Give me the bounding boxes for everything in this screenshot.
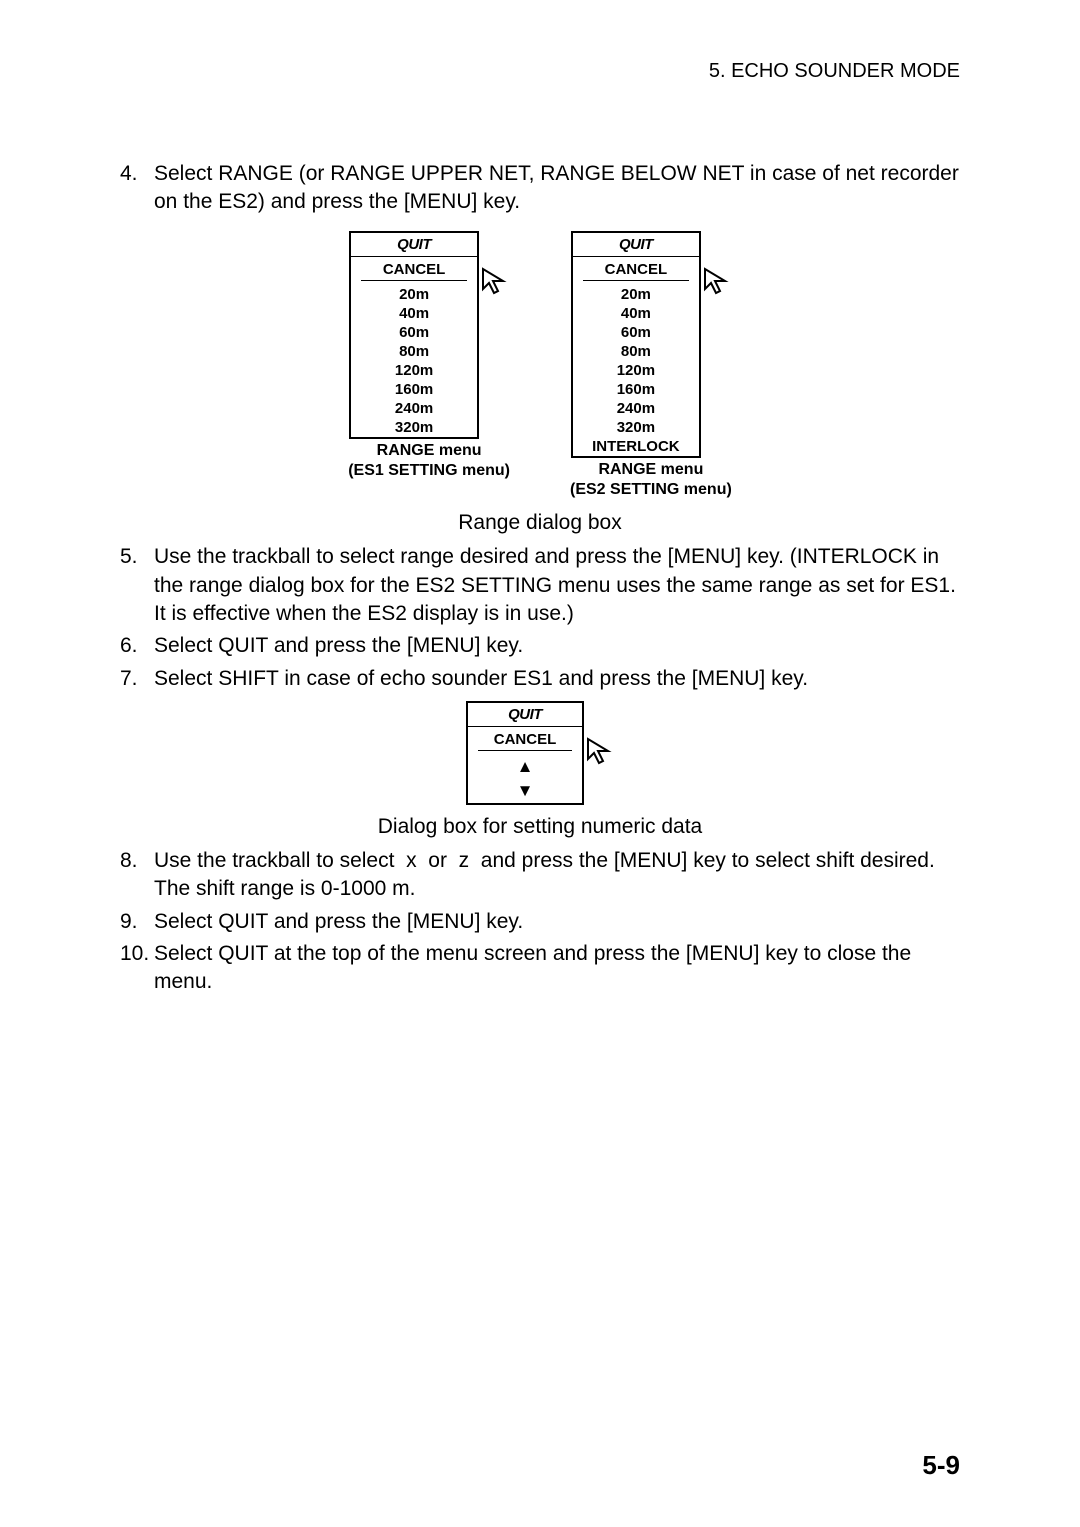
range-menu-es2-caption: RANGE menu (ES2 SETTING menu) — [570, 460, 732, 502]
step-number: 8. — [120, 847, 154, 904]
step-text: Select QUIT and press the [MENU] key. — [154, 908, 960, 936]
numeric-dialog-caption: Dialog box for setting numeric data — [120, 815, 960, 839]
menu-item: 20m — [351, 285, 477, 304]
range-menu-es1: QUIT CANCEL 20m 40m 60m 80m 120m 160m 24… — [349, 231, 479, 439]
range-dialog-caption: Range dialog box — [120, 511, 960, 535]
numeric-dialog-box: QUIT CANCEL ▲ ▼ — [466, 701, 584, 805]
menu-cancel: CANCEL — [573, 257, 699, 280]
section-header: 5. ECHO SOUNDER MODE — [709, 60, 960, 83]
cursor-icon — [586, 737, 614, 765]
menu-item: 160m — [573, 380, 699, 399]
menu-item: 160m — [351, 380, 477, 399]
step-5: 5. Use the trackball to select range des… — [120, 543, 960, 628]
down-arrow-icon: ▼ — [468, 779, 582, 803]
menu-quit: QUIT — [468, 703, 582, 727]
menu-quit: QUIT — [351, 233, 477, 257]
cursor-icon — [703, 267, 731, 295]
step-8: 8. Use the trackball to select x or z an… — [120, 847, 960, 904]
step-text: Use the trackball to select range desire… — [154, 543, 960, 628]
up-arrow-icon: ▲ — [468, 755, 582, 779]
menu-item: 240m — [573, 399, 699, 418]
menu-item: 120m — [351, 361, 477, 380]
step-10: 10. Select QUIT at the top of the menu s… — [120, 940, 960, 997]
menu-item: 60m — [573, 323, 699, 342]
menu-item: 120m — [573, 361, 699, 380]
caption-line: (ES1 SETTING menu) — [348, 461, 510, 482]
menu-item: 80m — [351, 342, 477, 361]
caption-line: RANGE menu — [570, 460, 732, 481]
content-area: 4. Select RANGE (or RANGE UPPER NET, RAN… — [120, 160, 960, 997]
numeric-dialog-wrapper: QUIT CANCEL ▲ ▼ — [120, 701, 960, 805]
step-number: 4. — [120, 160, 154, 217]
step-6: 6. Select QUIT and press the [MENU] key. — [120, 632, 960, 660]
menu-item: 60m — [351, 323, 477, 342]
caption-line: (ES2 SETTING menu) — [570, 480, 732, 501]
menu-item: 320m — [573, 418, 699, 437]
menu-item: 20m — [573, 285, 699, 304]
step-text: Select QUIT and press the [MENU] key. — [154, 632, 960, 660]
step-number: 5. — [120, 543, 154, 628]
step-7: 7. Select SHIFT in case of echo sounder … — [120, 665, 960, 693]
range-menu-es2-group: QUIT CANCEL 20m 40m 60m 80m 120m 160m 24… — [570, 231, 732, 502]
caption-line: RANGE menu — [348, 441, 510, 462]
menu-item: 40m — [351, 304, 477, 323]
range-menu-es1-caption: RANGE menu (ES1 SETTING menu) — [348, 441, 510, 483]
step-9: 9. Select QUIT and press the [MENU] key. — [120, 908, 960, 936]
menu-item: 40m — [573, 304, 699, 323]
cursor-icon — [481, 267, 509, 295]
step-text: Use the trackball to select x or z and p… — [154, 847, 960, 904]
menu-cancel: CANCEL — [468, 727, 582, 750]
menu-item: 80m — [573, 342, 699, 361]
step-4: 4. Select RANGE (or RANGE UPPER NET, RAN… — [120, 160, 960, 217]
step-text: Select QUIT at the top of the menu scree… — [154, 940, 960, 997]
menu-item: INTERLOCK — [573, 437, 699, 456]
menu-cancel: CANCEL — [351, 257, 477, 280]
step-number: 7. — [120, 665, 154, 693]
step-text: Select RANGE (or RANGE UPPER NET, RANGE … — [154, 160, 960, 217]
menu-quit: QUIT — [573, 233, 699, 257]
step-number: 6. — [120, 632, 154, 660]
menu-item: 240m — [351, 399, 477, 418]
menu-item: 320m — [351, 418, 477, 437]
menu-separator — [361, 280, 467, 281]
step-text: Select SHIFT in case of echo sounder ES1… — [154, 665, 960, 693]
step-number: 9. — [120, 908, 154, 936]
step-number: 10. — [120, 940, 154, 997]
range-menu-es2: QUIT CANCEL 20m 40m 60m 80m 120m 160m 24… — [571, 231, 701, 458]
menu-separator — [583, 280, 689, 281]
page-number: 5-9 — [922, 1450, 960, 1481]
range-menu-es1-group: QUIT CANCEL 20m 40m 60m 80m 120m 160m 24… — [348, 231, 510, 502]
menu-separator — [478, 750, 572, 751]
range-menus-row: QUIT CANCEL 20m 40m 60m 80m 120m 160m 24… — [120, 231, 960, 502]
